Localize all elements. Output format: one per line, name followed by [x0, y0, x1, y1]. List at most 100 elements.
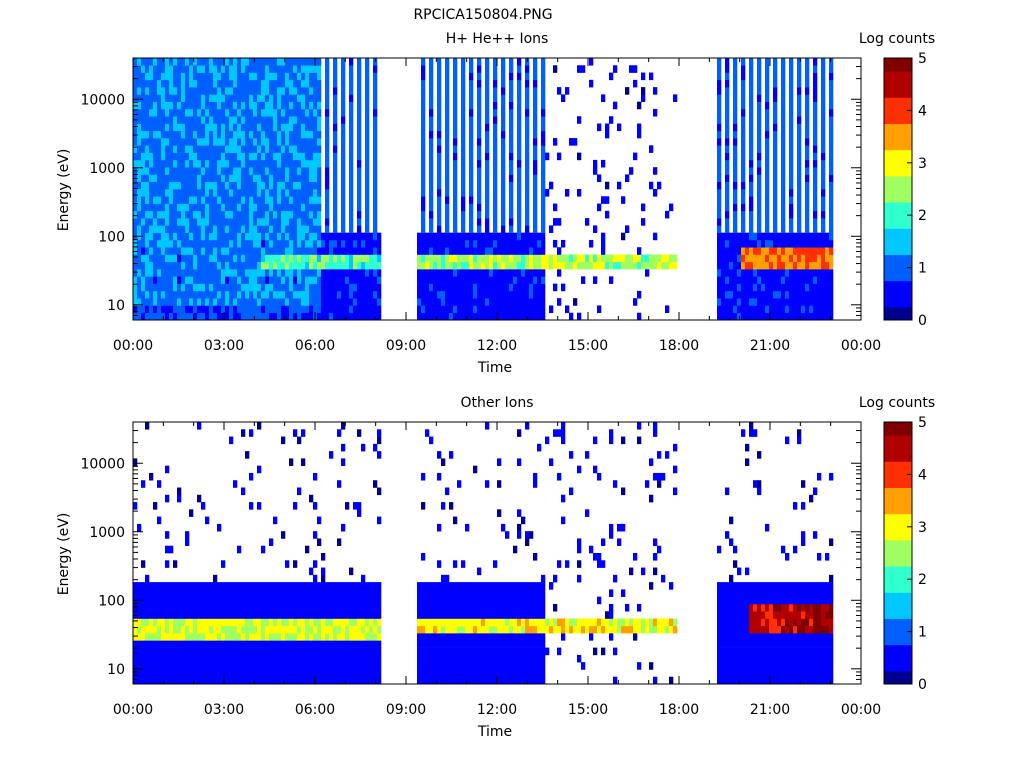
heatmap-cell: [465, 233, 469, 241]
heatmap-cell: [245, 73, 249, 81]
heatmap-cell: [233, 480, 237, 488]
heatmap-cell: [313, 662, 317, 670]
heatmap-cell: [781, 211, 785, 219]
heatmap-cell: [721, 298, 725, 306]
heatmap-cell: [765, 276, 769, 284]
heatmap-cell: [253, 138, 257, 146]
heatmap-cell: [289, 167, 293, 175]
heatmap-cell: [197, 284, 201, 292]
heatmap-cell: [485, 116, 489, 124]
heatmap-cell: [297, 225, 301, 233]
heatmap-cell: [221, 291, 225, 299]
heatmap-cell: [433, 298, 437, 306]
heatmap-cell: [181, 305, 185, 313]
heatmap-cell: [377, 240, 381, 248]
heatmap-cell: [585, 262, 589, 270]
heatmap-cell: [805, 233, 809, 241]
heatmap-cell: [305, 546, 309, 554]
heatmap-cell: [545, 189, 549, 197]
heatmap-cell: [313, 174, 317, 182]
heatmap-cell: [157, 94, 161, 102]
heatmap-cell: [517, 160, 521, 168]
heatmap-cell: [281, 269, 285, 277]
heatmap-cell: [417, 276, 421, 284]
heatmap-cell: [193, 225, 197, 233]
heatmap-cell: [453, 276, 457, 284]
heatmap-cell: [245, 669, 249, 677]
heatmap-cell: [773, 204, 777, 212]
heatmap-cell: [173, 160, 177, 168]
heatmap-cell: [333, 174, 337, 182]
heatmap-cell: [285, 669, 289, 677]
heatmap-cell: [317, 204, 321, 212]
heatmap-cell: [449, 276, 453, 284]
heatmap-cell: [241, 182, 245, 190]
heatmap-cell: [241, 116, 245, 124]
heatmap-cell: [745, 269, 749, 277]
heatmap-cell: [205, 94, 209, 102]
heatmap-cell: [341, 211, 345, 219]
heatmap-cell: [829, 102, 833, 110]
heatmap-cell: [185, 80, 189, 88]
heatmap-cell: [441, 247, 445, 255]
heatmap-cell: [281, 80, 285, 88]
heatmap-cell: [501, 196, 505, 204]
heatmap-cell: [173, 677, 177, 685]
heatmap-cell: [185, 145, 189, 153]
heatmap-cell: [549, 225, 553, 233]
heatmap-cell: [157, 73, 161, 81]
heatmap-cell: [469, 284, 473, 292]
heatmap-cell: [257, 662, 261, 670]
heatmap-cell: [273, 174, 277, 182]
heatmap-cell: [205, 73, 209, 81]
heatmap-cell: [345, 291, 349, 299]
heatmap-cell: [417, 655, 421, 663]
heatmap-cell: [309, 662, 313, 670]
heatmap-cell: [293, 502, 297, 510]
heatmap-cell: [305, 196, 309, 204]
heatmap-cell: [349, 655, 353, 663]
heatmap-cell: [733, 240, 737, 248]
heatmap-cell: [141, 655, 145, 663]
heatmap-cell: [257, 182, 261, 190]
heatmap-cell: [433, 262, 437, 270]
heatmap-cell: [497, 255, 501, 263]
heatmap-cell: [253, 305, 257, 313]
heatmap-cell: [153, 65, 157, 73]
heatmap-cell: [145, 313, 149, 321]
heatmap-cell: [165, 102, 169, 110]
heatmap-cell: [137, 240, 141, 248]
heatmap-cell: [805, 284, 809, 292]
heatmap-cell: [161, 145, 165, 153]
heatmap-cell: [797, 65, 801, 73]
heatmap-cell: [293, 211, 297, 219]
heatmap-cell: [345, 269, 349, 277]
heatmap-cell: [445, 73, 449, 81]
heatmap-cell: [829, 240, 833, 248]
heatmap-cell: [277, 204, 281, 212]
heatmap-cell: [249, 58, 253, 66]
heatmap-cell: [349, 233, 353, 241]
heatmap-cell: [249, 611, 253, 619]
heatmap-cell: [309, 305, 313, 313]
heatmap-cell: [373, 225, 377, 233]
heatmap-cell: [433, 662, 437, 670]
heatmap-cell: [289, 276, 293, 284]
heatmap-cell: [181, 58, 185, 66]
heatmap-cell: [477, 174, 481, 182]
heatmap-cell: [737, 233, 741, 241]
heatmap-cell: [625, 262, 629, 270]
heatmap-cell: [825, 298, 829, 306]
heatmap-cell: [233, 196, 237, 204]
heatmap-cell: [501, 255, 505, 263]
heatmap-cell: [273, 276, 277, 284]
heatmap-cell: [313, 160, 317, 168]
heatmap-cell: [229, 604, 233, 612]
heatmap-cell: [541, 182, 545, 190]
heatmap-cell: [461, 167, 465, 175]
heatmap-cell: [469, 102, 473, 110]
heatmap-cell: [725, 102, 729, 110]
heatmap-cell: [261, 233, 265, 241]
heatmap-cell: [829, 182, 833, 190]
heatmap-cell: [301, 648, 305, 656]
